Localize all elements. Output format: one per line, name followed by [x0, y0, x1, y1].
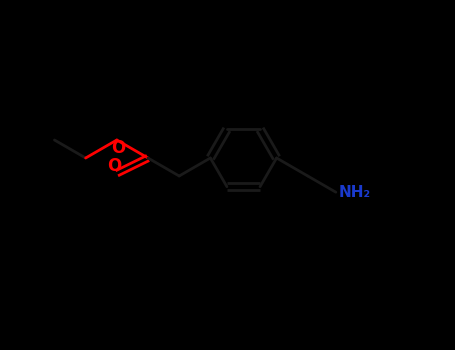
Text: O: O	[111, 139, 125, 157]
Text: O: O	[107, 157, 121, 175]
Text: NH₂: NH₂	[339, 185, 371, 200]
